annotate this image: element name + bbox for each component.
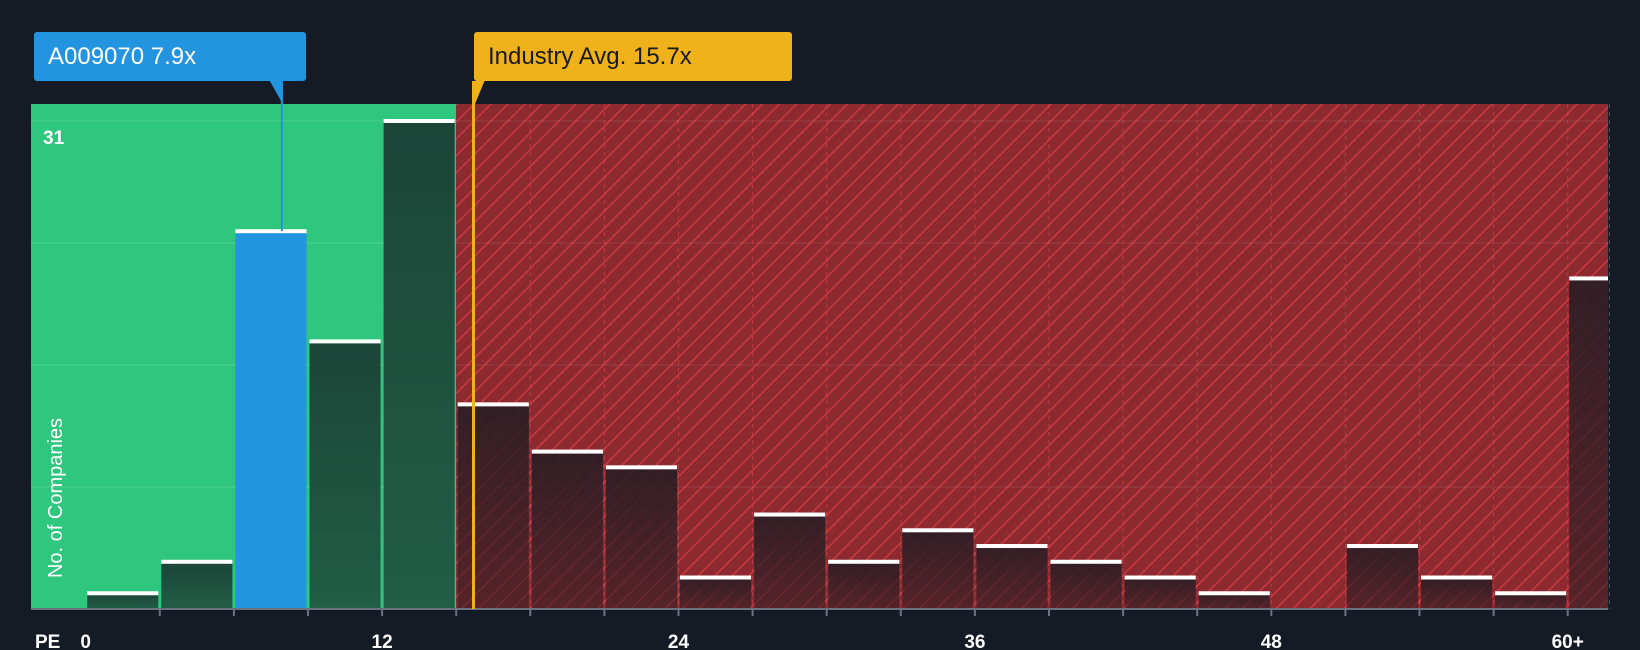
x-axis-label: PE <box>35 632 60 650</box>
bar-top-0 <box>87 591 159 596</box>
x-tick-label-12: 12 <box>372 632 393 650</box>
industry-pointer <box>472 81 485 110</box>
company-pe-value: 7.9x <box>150 43 197 70</box>
bar-0 <box>87 593 159 609</box>
x-tick-label-36: 36 <box>964 632 985 650</box>
bar-11 <box>902 530 974 609</box>
bar-top-7 <box>605 465 677 470</box>
bar-top-4 <box>383 119 455 123</box>
bar-8 <box>680 577 752 609</box>
bar-20 <box>1569 278 1608 609</box>
x-tick-label-24: 24 <box>668 632 690 650</box>
x-tick-label-0: 0 <box>80 632 91 650</box>
bar-top-2 <box>235 229 307 234</box>
bar-top-3 <box>309 339 381 344</box>
bar-top-18 <box>1421 575 1493 580</box>
bar-top-6 <box>531 449 603 454</box>
bar-15 <box>1198 593 1270 609</box>
bar-top-10 <box>828 559 900 564</box>
y-axis-label: No. of Companies <box>45 418 67 578</box>
bar-12 <box>976 546 1048 609</box>
bar-top-14 <box>1124 575 1196 580</box>
company-pointer <box>269 81 283 104</box>
bar-14 <box>1124 577 1196 609</box>
bar-top-9 <box>754 512 826 517</box>
bar-top-15 <box>1198 591 1270 596</box>
bar-1 <box>161 561 233 609</box>
bar-9 <box>754 514 826 609</box>
company-ticker: A009070 <box>48 43 145 70</box>
bar-top-8 <box>680 575 752 580</box>
bar-2 <box>235 231 307 609</box>
bar-18 <box>1421 577 1493 609</box>
x-tick-label-60plus: 60+ <box>1552 632 1584 650</box>
bar-top-5 <box>457 402 529 407</box>
bar-top-11 <box>902 528 974 533</box>
industry-average-value: 15.7x <box>632 43 692 70</box>
bar-3 <box>309 341 381 609</box>
x-tick-label-48: 48 <box>1261 632 1282 650</box>
bar-top-1 <box>161 559 233 564</box>
bar-7 <box>605 467 677 609</box>
bar-17 <box>1346 546 1418 609</box>
bar-top-17 <box>1346 544 1418 549</box>
bar-19 <box>1495 593 1567 609</box>
y-max-label: 31 <box>43 128 65 149</box>
industry-average-label: Industry Avg. <box>488 43 627 70</box>
bar-6 <box>531 451 603 609</box>
bar-13 <box>1050 561 1122 609</box>
company-pe-badge: A009070 7.9x <box>34 32 306 81</box>
industry-average-badge: Industry Avg. 15.7x <box>474 32 792 81</box>
bar-10 <box>828 561 900 609</box>
bar-5 <box>457 404 529 609</box>
bar-top-20 <box>1569 276 1608 281</box>
bar-top-19 <box>1495 591 1567 596</box>
bar-4 <box>383 121 455 609</box>
bar-top-13 <box>1050 559 1122 564</box>
bar-top-12 <box>976 544 1048 549</box>
